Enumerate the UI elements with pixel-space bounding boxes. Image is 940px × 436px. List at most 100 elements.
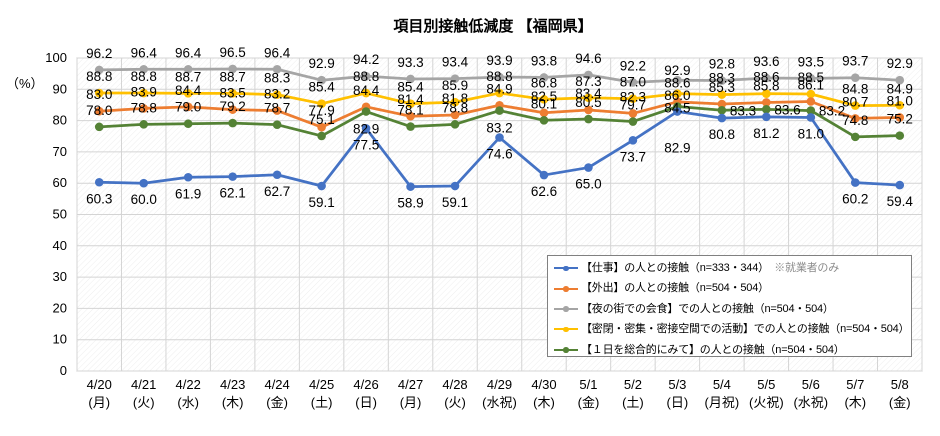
svg-text:5/4: 5/4 xyxy=(713,377,731,392)
svg-text:94.6: 94.6 xyxy=(575,51,601,66)
svg-text:(木): (木) xyxy=(222,395,244,410)
svg-text:60.2: 60.2 xyxy=(842,192,868,207)
svg-text:80.1: 80.1 xyxy=(531,96,557,111)
svg-text:90: 90 xyxy=(53,81,67,96)
svg-text:80.8: 80.8 xyxy=(709,127,735,142)
svg-text:4/27: 4/27 xyxy=(398,377,423,392)
svg-text:86.1: 86.1 xyxy=(798,78,824,93)
svg-text:5/3: 5/3 xyxy=(668,377,686,392)
svg-text:92.2: 92.2 xyxy=(620,58,646,73)
svg-text:(月): (月) xyxy=(88,395,110,410)
svg-text:93.5: 93.5 xyxy=(798,54,824,69)
svg-text:88.3: 88.3 xyxy=(264,71,290,86)
svg-text:84.9: 84.9 xyxy=(486,81,512,96)
svg-text:61.9: 61.9 xyxy=(175,186,201,201)
svg-text:84.4: 84.4 xyxy=(175,83,202,98)
svg-text:96.4: 96.4 xyxy=(131,45,158,60)
svg-text:4/28: 4/28 xyxy=(442,377,467,392)
svg-text:(水): (水) xyxy=(177,395,199,410)
svg-text:78.7: 78.7 xyxy=(264,101,290,116)
svg-text:96.2: 96.2 xyxy=(86,46,112,61)
svg-text:60.0: 60.0 xyxy=(131,192,157,207)
svg-text:59.1: 59.1 xyxy=(442,195,468,210)
svg-text:74.8: 74.8 xyxy=(842,113,868,128)
svg-text:(火): (火) xyxy=(133,395,155,410)
svg-text:0: 0 xyxy=(60,363,67,378)
svg-text:82.9: 82.9 xyxy=(664,141,690,156)
svg-text:4/20: 4/20 xyxy=(87,377,112,392)
svg-text:60: 60 xyxy=(53,175,67,190)
svg-text:74.6: 74.6 xyxy=(486,147,512,162)
svg-text:96.4: 96.4 xyxy=(175,45,202,60)
svg-text:80: 80 xyxy=(53,113,67,128)
svg-text:83.3: 83.3 xyxy=(730,103,756,118)
svg-text:(木): (木) xyxy=(844,395,866,410)
svg-text:79.7: 79.7 xyxy=(620,98,646,113)
svg-text:93.9: 93.9 xyxy=(486,53,512,68)
svg-text:75.2: 75.2 xyxy=(887,112,913,127)
svg-text:4/23: 4/23 xyxy=(220,377,245,392)
svg-text:5/6: 5/6 xyxy=(802,377,820,392)
svg-text:4/30: 4/30 xyxy=(531,377,556,392)
svg-text:(水祝): (水祝) xyxy=(482,395,517,410)
svg-text:78.0: 78.0 xyxy=(86,103,112,118)
svg-text:(水祝): (水祝) xyxy=(793,395,828,410)
svg-text:85.3: 85.3 xyxy=(709,80,735,95)
svg-text:(火): (火) xyxy=(444,395,466,410)
svg-text:62.1: 62.1 xyxy=(220,186,246,201)
svg-text:(日): (日) xyxy=(355,395,377,410)
svg-text:4/26: 4/26 xyxy=(353,377,378,392)
svg-text:70: 70 xyxy=(53,144,67,159)
svg-text:4/29: 4/29 xyxy=(487,377,512,392)
svg-text:77.5: 77.5 xyxy=(353,137,379,152)
svg-text:73.7: 73.7 xyxy=(620,149,646,164)
svg-text:81.2: 81.2 xyxy=(753,126,779,141)
svg-text:88.7: 88.7 xyxy=(220,69,246,84)
svg-text:(土): (土) xyxy=(622,395,644,410)
svg-text:30: 30 xyxy=(53,269,67,284)
svg-text:(火祝): (火祝) xyxy=(749,395,784,410)
svg-text:83.9: 83.9 xyxy=(131,84,157,99)
svg-text:85.8: 85.8 xyxy=(753,78,779,93)
svg-text:65.0: 65.0 xyxy=(575,177,601,192)
svg-text:5/7: 5/7 xyxy=(846,377,864,392)
svg-text:96.4: 96.4 xyxy=(264,45,291,60)
svg-text:(土): (土) xyxy=(311,395,333,410)
svg-text:59.1: 59.1 xyxy=(308,195,334,210)
svg-text:85.4: 85.4 xyxy=(308,80,335,95)
svg-text:(日): (日) xyxy=(667,395,689,410)
svg-text:93.8: 93.8 xyxy=(531,53,557,68)
svg-text:10: 10 xyxy=(53,332,67,347)
svg-text:(金): (金) xyxy=(578,395,600,410)
svg-text:78.1: 78.1 xyxy=(397,103,423,118)
svg-text:81.0: 81.0 xyxy=(887,93,913,108)
svg-text:4/21: 4/21 xyxy=(131,377,156,392)
svg-text:80.5: 80.5 xyxy=(575,95,601,110)
svg-text:92.9: 92.9 xyxy=(308,56,334,71)
svg-text:88.8: 88.8 xyxy=(353,69,379,84)
svg-text:93.7: 93.7 xyxy=(842,54,868,69)
svg-text:88.8: 88.8 xyxy=(131,69,157,84)
svg-text:(月祝): (月祝) xyxy=(705,395,740,410)
svg-text:79.2: 79.2 xyxy=(220,99,246,114)
svg-text:60.3: 60.3 xyxy=(86,191,112,206)
svg-text:93.3: 93.3 xyxy=(397,55,423,70)
svg-text:81.0: 81.0 xyxy=(798,126,824,141)
svg-text:50: 50 xyxy=(53,207,67,222)
svg-text:88.8: 88.8 xyxy=(86,69,112,84)
svg-text:79.0: 79.0 xyxy=(175,100,201,115)
svg-text:40: 40 xyxy=(53,238,67,253)
svg-text:20: 20 xyxy=(53,300,67,315)
svg-text:62.6: 62.6 xyxy=(531,184,557,199)
svg-text:4/22: 4/22 xyxy=(176,377,201,392)
svg-text:(金): (金) xyxy=(266,395,288,410)
svg-text:5/5: 5/5 xyxy=(757,377,775,392)
svg-text:100: 100 xyxy=(45,50,67,65)
svg-text:(金): (金) xyxy=(889,395,911,410)
svg-text:82.9: 82.9 xyxy=(353,122,379,137)
svg-text:59.4: 59.4 xyxy=(887,194,914,209)
svg-text:93.6: 93.6 xyxy=(753,54,779,69)
svg-text:83.6: 83.6 xyxy=(774,102,800,117)
svg-text:94.2: 94.2 xyxy=(353,52,379,67)
svg-text:92.9: 92.9 xyxy=(887,56,913,71)
